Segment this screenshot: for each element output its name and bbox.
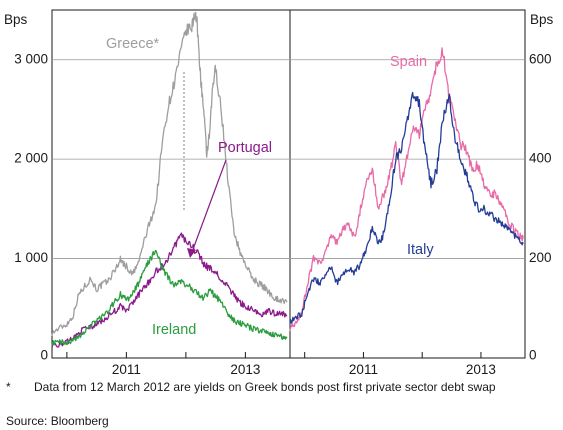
right-panel-frame xyxy=(289,9,526,359)
series-lines xyxy=(51,11,524,348)
series-line-italy xyxy=(289,91,524,324)
portugal-arrow xyxy=(191,159,227,253)
series-line-greece xyxy=(51,11,288,337)
spain-label: Spain xyxy=(390,54,427,70)
portugal-label: Portugal xyxy=(218,140,272,156)
tick-labels: 0 1 000 2 000 3 000 2011 2013 0 200 400 600 2011 20… xyxy=(14,51,551,377)
source-note: Source: Bloomberg xyxy=(6,414,109,428)
series-line-portugal xyxy=(51,232,288,348)
left-xtick-label: 2013 xyxy=(230,362,260,377)
left-unit-label: Bps xyxy=(4,12,28,27)
footnote-text: Data from 12 March 2012 are yields on Gr… xyxy=(34,380,496,394)
left-panel-frame xyxy=(51,9,291,359)
left-ytick-label: 3 000 xyxy=(14,51,48,66)
gridlines xyxy=(52,59,525,259)
right-xtick-label: 2011 xyxy=(349,362,378,377)
italy-label: Italy xyxy=(407,242,434,258)
series-line-ireland xyxy=(51,249,288,346)
chart: 0 1 000 2 000 3 000 2011 2013 0 200 400 600 2011 20… xyxy=(4,9,554,377)
footnote: * Data from 12 March 2012 are yields on … xyxy=(6,380,534,394)
left-xtick-label: 2011 xyxy=(112,362,141,377)
right-ytick-label: 400 xyxy=(529,151,552,166)
right-unit-label: Bps xyxy=(530,12,554,27)
left-ytick-label: 0 xyxy=(40,348,48,363)
right-ytick-label: 200 xyxy=(529,250,552,265)
right-ytick-label: 0 xyxy=(529,348,537,363)
series-line-spain xyxy=(289,47,524,332)
right-ytick-label: 600 xyxy=(529,51,552,66)
footnote-marker: * xyxy=(6,380,11,394)
right-xtick-label: 2013 xyxy=(466,362,496,377)
greece-label: Greece* xyxy=(106,36,160,52)
ireland-label: Ireland xyxy=(152,322,196,338)
portugal-arrowhead xyxy=(187,248,196,258)
left-ytick-label: 1 000 xyxy=(14,250,48,265)
left-ytick-label: 2 000 xyxy=(14,151,48,166)
